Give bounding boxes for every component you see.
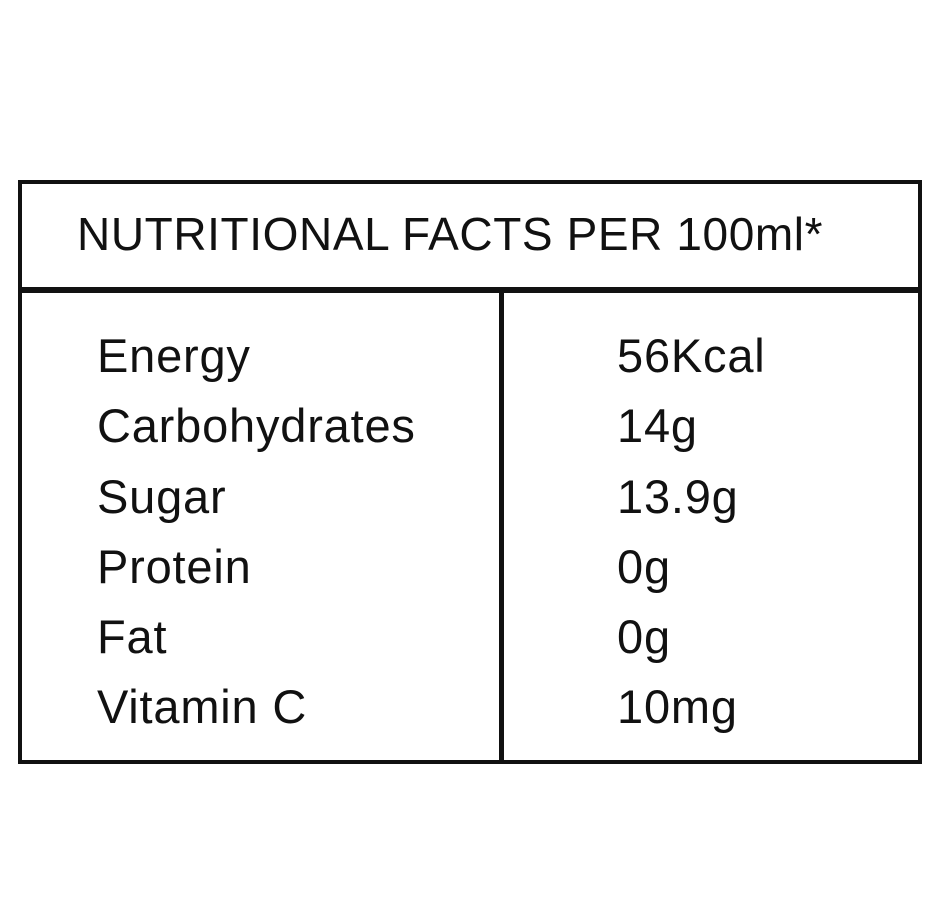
nutrient-label: Fat	[97, 610, 168, 663]
table-title: NUTRITIONAL FACTS PER 100ml*	[77, 208, 824, 260]
table-row: Fat 0g	[22, 609, 918, 679]
nutrient-value: 10mg	[617, 680, 738, 733]
nutrient-value: 56Kcal	[617, 329, 766, 382]
nutrient-value: 0g	[617, 610, 671, 663]
nutrient-value: 13.9g	[617, 470, 739, 523]
nutrient-value: 14g	[617, 399, 698, 452]
table-row: Protein 0g	[22, 539, 918, 609]
table-header: NUTRITIONAL FACTS PER 100ml*	[22, 184, 918, 293]
nutrient-label: Sugar	[97, 470, 227, 523]
nutrient-label: Carbohydrates	[97, 399, 416, 452]
table-row: Vitamin C 10mg	[22, 679, 918, 749]
nutrient-value: 0g	[617, 540, 671, 593]
table-row: Carbohydrates 14g	[22, 398, 918, 468]
nutrient-label: Protein	[97, 540, 252, 593]
table-row: Sugar 13.9g	[22, 469, 918, 539]
nutrient-label: Vitamin C	[97, 680, 308, 733]
nutrient-label: Energy	[97, 329, 251, 382]
nutrition-table: NUTRITIONAL FACTS PER 100ml* Energy 56Kc…	[18, 180, 922, 764]
column-divider	[499, 293, 504, 760]
table-row: Energy 56Kcal	[22, 328, 918, 398]
